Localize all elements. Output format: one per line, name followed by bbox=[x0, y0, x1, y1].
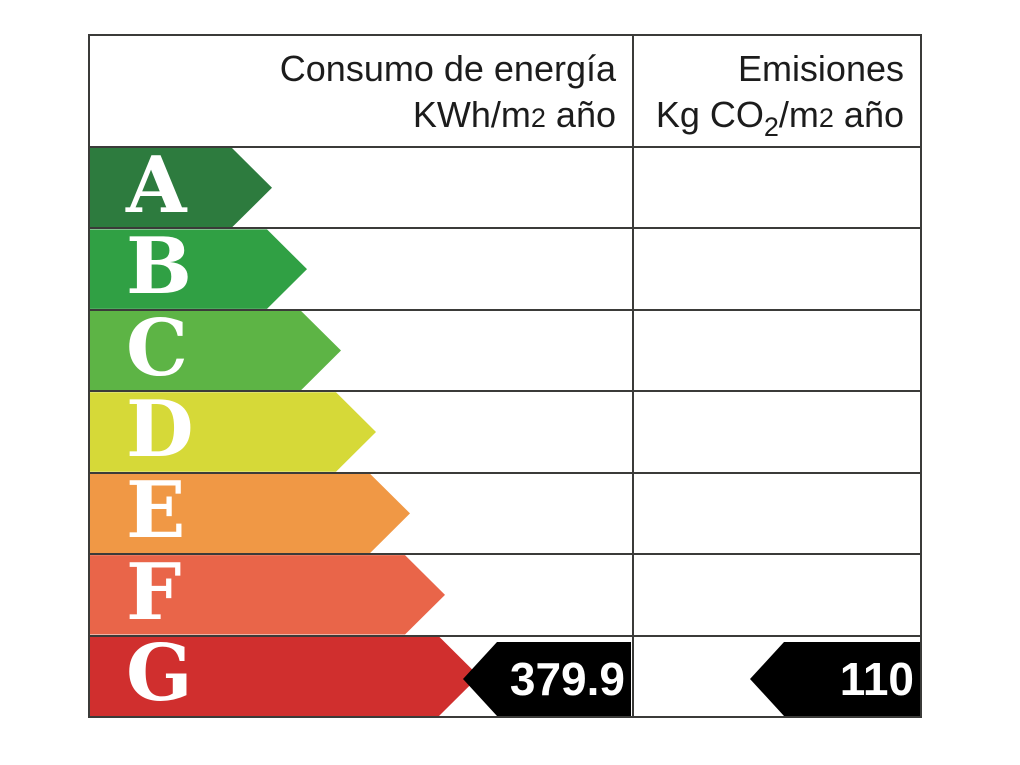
rating-bar-e: E bbox=[90, 474, 410, 553]
rating-bar-g: G bbox=[90, 637, 479, 716]
unit-text: /m bbox=[778, 94, 819, 135]
rating-row-d: D bbox=[90, 392, 920, 474]
rating-letter-g: G bbox=[126, 628, 193, 720]
unit-text: 2 bbox=[530, 103, 546, 133]
rating-row-g: G bbox=[90, 637, 920, 716]
rating-letter-f: F bbox=[126, 546, 182, 638]
emissions-cell-a bbox=[634, 148, 920, 227]
consumption-cell-c: C bbox=[90, 311, 634, 391]
rating-row-f: F bbox=[90, 555, 920, 637]
unit-text: Kg CO bbox=[655, 94, 764, 135]
rating-bar-a: A bbox=[90, 148, 272, 227]
rating-letter-e: E bbox=[126, 465, 186, 557]
unit-text: KWh/m bbox=[412, 94, 531, 135]
emissions-cell-e bbox=[634, 474, 920, 553]
emissions-cell-f bbox=[634, 555, 920, 634]
consumption-value-marker: 379.9 bbox=[463, 642, 631, 716]
emissions-cell-d bbox=[634, 392, 920, 471]
rating-bar-c: C bbox=[90, 311, 341, 390]
emissions-header-line2: Kg CO2/m2 año bbox=[634, 92, 904, 150]
rating-bar-b: B bbox=[90, 229, 307, 308]
consumption-cell-f: F bbox=[90, 555, 634, 635]
rating-bar-d: D bbox=[90, 392, 376, 471]
emissions-column-header: Emisiones Kg CO2/m2 año bbox=[634, 36, 920, 146]
emissions-value-marker: 110 bbox=[750, 642, 920, 716]
rating-row-e: E bbox=[90, 474, 920, 556]
emissions-cell-c bbox=[634, 311, 920, 390]
unit-text: 2 bbox=[763, 112, 779, 142]
consumption-header-line1: Consumo de energía bbox=[279, 48, 616, 89]
unit-text: año bbox=[545, 94, 616, 135]
consumption-cell-a: A bbox=[90, 148, 634, 228]
rating-letter-a: A bbox=[126, 139, 187, 231]
rating-row-c: C bbox=[90, 311, 920, 393]
consumption-cell-d: D bbox=[90, 392, 634, 472]
consumption-column-header: Consumo de energía KWh/m2 año bbox=[90, 36, 634, 146]
emissions-cell-b bbox=[634, 229, 920, 308]
consumption-cell-g: G bbox=[90, 637, 634, 716]
table-header: Consumo de energía KWh/m2 año Emisiones … bbox=[90, 36, 920, 148]
consumption-cell-b: B bbox=[90, 229, 634, 309]
rating-letter-c: C bbox=[126, 302, 189, 394]
unit-text: 2 bbox=[818, 103, 834, 133]
unit-text: año bbox=[833, 94, 904, 135]
rating-row-b: B bbox=[90, 229, 920, 311]
rating-table: Consumo de energía KWh/m2 año Emisiones … bbox=[88, 34, 922, 718]
consumption-header-line2: KWh/m2 año bbox=[90, 92, 616, 141]
emissions-header-line1: Emisiones bbox=[737, 48, 904, 89]
rating-bar-f: F bbox=[90, 555, 445, 634]
rating-letter-b: B bbox=[126, 221, 192, 313]
rating-letter-d: D bbox=[126, 383, 194, 475]
rating-row-a: A bbox=[90, 148, 920, 230]
consumption-cell-e: E bbox=[90, 474, 634, 554]
